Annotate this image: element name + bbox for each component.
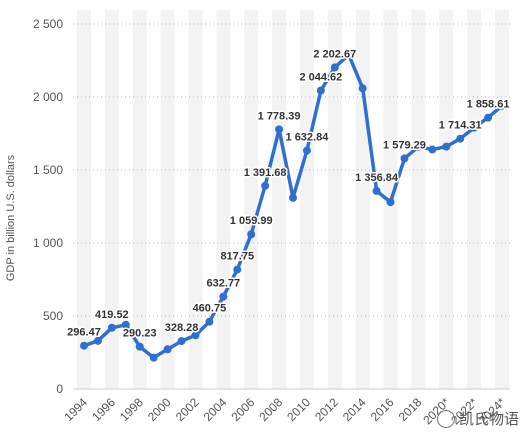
data-label: 2 044.62 — [299, 71, 342, 83]
band — [272, 10, 287, 389]
y-tick-label: 2 000 — [33, 90, 63, 104]
wechat-icon — [437, 409, 455, 428]
watermark-text: 凯氏物语 — [459, 410, 520, 428]
watermark: 凯氏物语 — [437, 408, 519, 429]
data-point — [386, 198, 395, 207]
data-label: 1 632.84 — [286, 132, 330, 144]
band — [467, 10, 482, 389]
data-point — [205, 317, 214, 326]
data-label: 419.52 — [95, 309, 129, 321]
x-tick-label: 1998 — [117, 395, 146, 424]
band — [104, 10, 119, 389]
data-label: 1 391.68 — [244, 167, 287, 179]
x-tick-label: 1996 — [89, 395, 118, 424]
band — [160, 10, 175, 389]
data-point — [80, 341, 88, 350]
y-axis-label: GDP in billion U.S. dollars — [5, 154, 17, 281]
data-point — [135, 342, 144, 351]
y-tick-label: 1 500 — [33, 163, 63, 177]
data-point — [470, 123, 479, 132]
data-labels: 296.47 419.52 290.23 328.28 460.75 632.77 817.… — [66, 47, 511, 341]
band — [327, 10, 342, 389]
data-label: 1 858.61 — [467, 99, 510, 111]
data-point — [330, 63, 339, 72]
band — [299, 10, 314, 389]
data-point — [261, 181, 270, 190]
x-tick-label: 1994 — [61, 395, 90, 424]
data-point — [121, 320, 130, 329]
data-point — [233, 265, 242, 274]
data-point — [372, 186, 381, 195]
data-label: 296.47 — [67, 327, 101, 339]
data-point — [219, 292, 228, 301]
data-label: 1 714.31 — [439, 120, 482, 132]
data-label: 460.75 — [193, 303, 227, 315]
data-label: 817.75 — [220, 251, 254, 263]
data-label: 632.77 — [207, 278, 241, 290]
data-point — [344, 50, 353, 59]
band — [355, 10, 370, 389]
band — [495, 10, 509, 389]
data-point — [191, 331, 200, 340]
data-point — [302, 146, 311, 155]
data-point — [442, 142, 451, 151]
x-tick-label: 2000 — [145, 395, 174, 424]
x-tick-label: 2006 — [229, 395, 258, 424]
data-point — [107, 323, 116, 332]
y-tick-label: 1 000 — [33, 236, 63, 250]
data-label: 328.28 — [165, 322, 199, 334]
data-point — [456, 134, 465, 143]
x-tick-label: 2002 — [173, 395, 202, 424]
data-point — [289, 193, 297, 202]
data-label: 1 778.39 — [258, 110, 301, 122]
band — [132, 10, 147, 389]
data-point — [163, 345, 172, 354]
x-tick-label: 2012 — [312, 395, 341, 424]
horizontal-gridlines — [73, 23, 510, 390]
data-point — [93, 336, 102, 345]
x-tick-label: 2004 — [201, 395, 230, 424]
data-label: 1 356.84 — [355, 172, 399, 184]
data-point — [177, 337, 186, 346]
data-label: 1 579.29 — [383, 139, 426, 151]
data-point — [498, 101, 506, 110]
data-label: 1 059.99 — [230, 215, 273, 227]
x-tick-label: 2008 — [256, 395, 285, 424]
data-point — [247, 230, 256, 239]
x-tick-label: 2018 — [396, 395, 425, 424]
data-point — [484, 113, 493, 122]
data-label: 2 202.67 — [313, 48, 356, 60]
band — [216, 10, 231, 389]
y-tick-label: 2 500 — [33, 17, 63, 31]
band — [244, 10, 259, 389]
y-axis-ticks: 0 500 1 000 1 500 2 000 2 500 — [33, 17, 63, 396]
band — [411, 10, 426, 389]
data-point — [400, 154, 409, 163]
data-point — [275, 125, 284, 134]
data-point — [428, 145, 437, 154]
data-points — [80, 50, 506, 362]
band — [188, 10, 203, 389]
y-tick-label: 500 — [43, 309, 63, 323]
data-label: 290.23 — [123, 328, 157, 340]
x-tick-label: 2014 — [340, 395, 369, 424]
data-point — [149, 353, 158, 362]
x-tick-label: 2016 — [368, 395, 397, 424]
y-tick-label: 0 — [56, 382, 63, 396]
data-point — [414, 142, 423, 151]
x-tick-label: 2010 — [284, 395, 313, 424]
data-point — [316, 86, 325, 95]
band — [439, 10, 454, 389]
band — [77, 10, 91, 389]
data-point — [358, 84, 367, 93]
